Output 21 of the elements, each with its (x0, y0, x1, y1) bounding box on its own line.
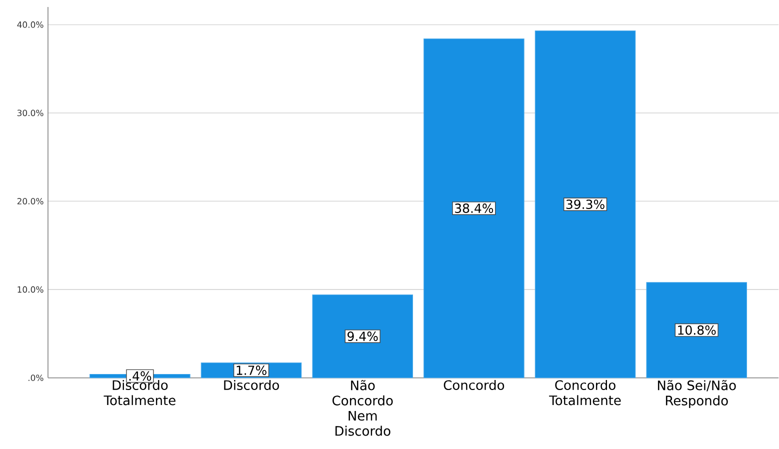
data-label: 39.3% (566, 200, 604, 210)
y-tick-label: 40.0% (17, 22, 44, 28)
bar (312, 294, 414, 378)
data-label: 10.8% (678, 325, 716, 335)
data-label: 38.4% (455, 204, 494, 214)
x-tick-label: Discordo (224, 380, 279, 390)
data-label: .4% (129, 371, 152, 381)
bar (646, 282, 748, 378)
x-tick-label: Discordo Totalmente (104, 380, 176, 406)
data-label: 9.4% (348, 332, 378, 342)
y-tick-label: 20.0% (17, 198, 44, 205)
x-tick-label: Não Concordo Nem Discordo (332, 380, 393, 436)
y-tick-label: .0% (28, 374, 44, 382)
x-tick-label: Concordo Totalmente (549, 380, 621, 406)
y-tick-label: 30.0% (17, 110, 44, 116)
y-tick-label: 10.0% (18, 286, 44, 293)
data-label: 1.7% (236, 366, 266, 376)
x-tick-label: Concordo (444, 380, 504, 390)
bar (534, 30, 636, 378)
x-tick-label: Não Sei/Não Respondo (658, 380, 736, 408)
bar (424, 38, 524, 378)
